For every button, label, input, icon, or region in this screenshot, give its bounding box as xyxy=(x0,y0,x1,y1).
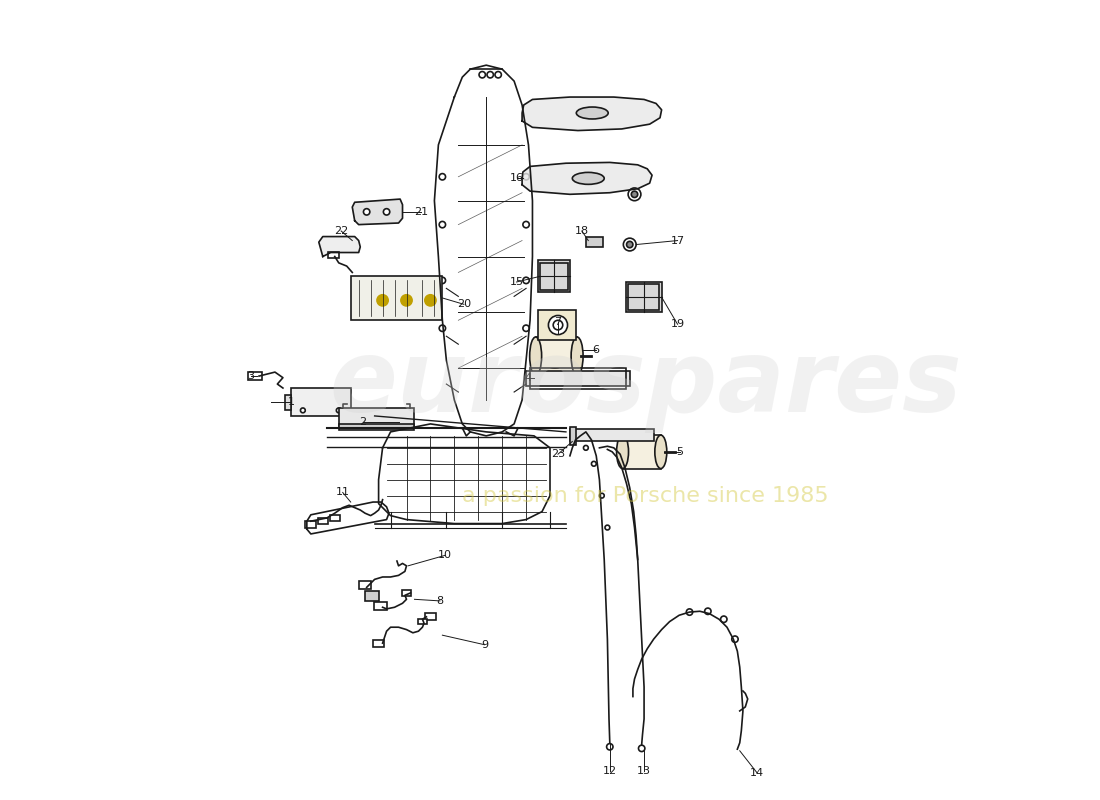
Ellipse shape xyxy=(576,107,608,119)
Circle shape xyxy=(487,71,494,78)
Text: 11: 11 xyxy=(336,487,350,498)
Text: 5: 5 xyxy=(676,447,683,457)
Circle shape xyxy=(549,315,568,334)
Circle shape xyxy=(631,191,638,198)
Ellipse shape xyxy=(654,435,667,469)
Circle shape xyxy=(495,71,502,78)
Circle shape xyxy=(600,494,604,498)
Circle shape xyxy=(377,294,388,306)
Bar xyxy=(402,590,411,596)
Bar xyxy=(328,251,339,258)
Circle shape xyxy=(606,744,613,750)
Bar xyxy=(339,408,415,426)
Text: 1: 1 xyxy=(287,398,295,407)
Text: eurospares: eurospares xyxy=(329,335,962,433)
Bar xyxy=(373,640,384,646)
Bar xyxy=(538,261,570,292)
Bar xyxy=(285,395,290,410)
Text: 19: 19 xyxy=(671,319,684,330)
Text: 7: 7 xyxy=(554,317,561,327)
Ellipse shape xyxy=(572,172,604,184)
Circle shape xyxy=(720,616,727,622)
Bar xyxy=(530,368,626,389)
Circle shape xyxy=(705,608,711,614)
Circle shape xyxy=(337,408,341,413)
Polygon shape xyxy=(352,199,403,225)
Bar xyxy=(540,263,568,290)
Circle shape xyxy=(478,71,485,78)
Circle shape xyxy=(628,188,641,201)
Circle shape xyxy=(400,294,412,306)
Circle shape xyxy=(638,745,645,751)
Text: 2: 2 xyxy=(359,418,366,427)
Bar xyxy=(425,614,436,620)
Circle shape xyxy=(522,278,529,284)
Text: 23: 23 xyxy=(551,450,565,459)
Circle shape xyxy=(522,325,529,331)
Polygon shape xyxy=(522,97,661,130)
Text: a passion for Porsche since 1985: a passion for Porsche since 1985 xyxy=(462,486,829,506)
Bar xyxy=(623,435,661,469)
Bar xyxy=(526,371,629,386)
Ellipse shape xyxy=(530,337,541,375)
Text: 4: 4 xyxy=(525,374,532,383)
Circle shape xyxy=(583,446,588,450)
Polygon shape xyxy=(522,162,652,194)
Text: 17: 17 xyxy=(671,235,684,246)
Text: 20: 20 xyxy=(456,299,471,310)
Circle shape xyxy=(363,209,370,215)
Bar xyxy=(318,518,328,524)
Text: 21: 21 xyxy=(414,207,428,217)
Circle shape xyxy=(553,320,563,330)
Bar xyxy=(330,515,340,521)
Text: 22: 22 xyxy=(334,226,349,236)
Text: 8: 8 xyxy=(437,596,443,606)
Bar xyxy=(359,581,372,589)
Bar xyxy=(536,337,578,375)
Text: 14: 14 xyxy=(750,768,764,778)
Circle shape xyxy=(384,209,389,215)
Bar xyxy=(418,618,427,625)
Bar xyxy=(538,310,576,340)
Bar xyxy=(306,521,317,528)
Bar xyxy=(365,591,380,601)
Bar xyxy=(248,372,262,380)
Circle shape xyxy=(300,408,306,413)
Circle shape xyxy=(439,325,446,331)
Text: 10: 10 xyxy=(438,550,452,561)
Bar xyxy=(626,282,661,312)
Text: 16: 16 xyxy=(509,174,524,183)
Circle shape xyxy=(522,222,529,228)
Circle shape xyxy=(439,278,446,284)
Circle shape xyxy=(439,174,446,180)
Bar xyxy=(570,427,576,445)
Text: 3: 3 xyxy=(248,371,254,381)
Bar xyxy=(374,602,386,610)
Text: 15: 15 xyxy=(509,277,524,287)
Text: 9: 9 xyxy=(481,640,488,650)
Circle shape xyxy=(592,462,596,466)
Circle shape xyxy=(522,174,529,180)
Text: 13: 13 xyxy=(637,766,651,776)
Bar xyxy=(339,424,415,430)
Circle shape xyxy=(624,238,636,251)
Circle shape xyxy=(439,222,446,228)
Circle shape xyxy=(425,294,436,306)
Bar xyxy=(570,430,653,442)
Ellipse shape xyxy=(617,435,628,469)
Text: 18: 18 xyxy=(575,226,589,236)
Circle shape xyxy=(732,636,738,642)
Ellipse shape xyxy=(571,337,583,375)
Bar xyxy=(628,285,659,310)
Text: 6: 6 xyxy=(593,345,600,354)
Circle shape xyxy=(686,609,693,615)
Polygon shape xyxy=(319,237,361,257)
Circle shape xyxy=(605,525,609,530)
Bar xyxy=(586,238,604,247)
Bar xyxy=(290,388,351,416)
Text: 12: 12 xyxy=(603,766,617,776)
Bar xyxy=(351,277,442,320)
Circle shape xyxy=(627,242,632,248)
